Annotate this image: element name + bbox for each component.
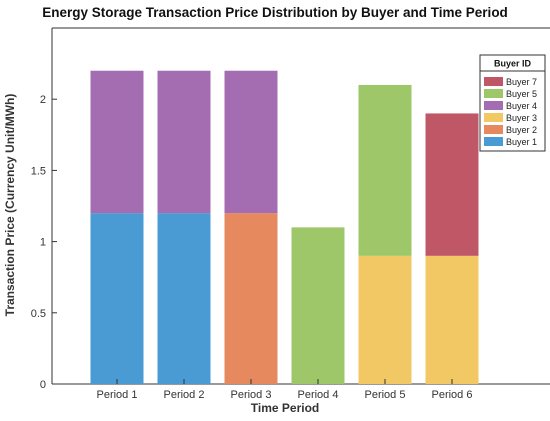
legend-label: Buyer 1: [506, 137, 537, 147]
bar-buyer-3-period-5: [358, 255, 412, 384]
y-tick-label: 0: [40, 379, 46, 391]
legend-label: Buyer 5: [506, 89, 537, 99]
x-tick-label: Period 2: [164, 389, 205, 401]
bar-group: [90, 70, 479, 384]
x-tick-label: Period 4: [298, 389, 339, 401]
bar-buyer-1-period-2: [157, 213, 211, 384]
y-tick-label: 2: [40, 94, 46, 106]
bar-buyer-5-period-4: [291, 227, 345, 384]
y-axis: 0 0.5 1 1.5 2: [31, 94, 57, 391]
legend-label: Buyer 4: [506, 101, 537, 111]
legend-title: Buyer ID: [494, 59, 532, 69]
bar-buyer-7-period-6: [425, 113, 479, 256]
bar-buyer-3-period-6: [425, 255, 479, 384]
legend: Buyer ID Buyer 7 Buyer 5 Buyer 4 Buyer 3 Buye…: [479, 54, 546, 152]
x-tick-label: Period 3: [231, 389, 272, 401]
y-axis-label: Transaction Price (Currency Unit/MWh): [3, 94, 17, 317]
bar-buyer-5-period-5: [358, 84, 412, 256]
x-tick-label: Period 6: [432, 389, 473, 401]
x-axis-label: Time Period: [251, 401, 319, 415]
bar-buyer-4-period-3: [224, 70, 278, 214]
legend-swatch: [484, 137, 503, 146]
bar-buyer-2-period-3: [224, 213, 278, 384]
legend-swatch: [484, 77, 503, 86]
legend-swatch: [484, 101, 503, 110]
legend-swatch: [484, 125, 503, 134]
bar-buyer-4-period-2: [157, 70, 211, 214]
chart-title: Energy Storage Transaction Price Distrib…: [42, 5, 508, 20]
y-tick-label: 1.5: [31, 165, 46, 177]
bar-buyer-4-period-1: [90, 70, 144, 214]
x-axis: Period 1 Period 2 Period 3 Period 4 Period 5…: [97, 379, 473, 401]
x-tick-label: Period 5: [365, 389, 406, 401]
x-tick-label: Period 1: [97, 389, 138, 401]
legend-swatch: [484, 89, 503, 98]
legend-label: Buyer 7: [506, 77, 537, 87]
legend-swatch: [484, 113, 503, 122]
y-tick-label: 0.5: [31, 308, 46, 320]
bar-buyer-1-period-1: [90, 213, 144, 384]
legend-label: Buyer 3: [506, 113, 537, 123]
legend-label: Buyer 2: [506, 125, 537, 135]
y-tick-label: 1: [40, 237, 46, 249]
